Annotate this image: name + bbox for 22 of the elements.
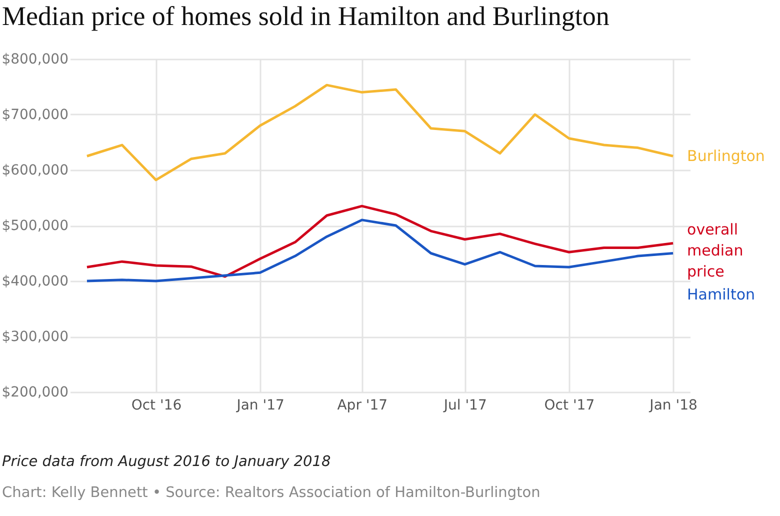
line-series [86,218,674,282]
text: Price data from August 2016 to January 2018 [2,454,331,470]
x-tick-label: Apr '17 [337,398,388,414]
x-tick-label: Jan '18 [648,398,698,414]
x-tick-label: Jan '17 [236,398,284,414]
chart-title: Median price of homes sold in Hamilton and Burlington [2,1,610,32]
y-tick-label: $700,000 [2,107,68,123]
x-tick-label: Jul '17 [442,398,487,414]
x-tick-label: Oct '16 [131,398,182,414]
y-tick-label: $300,000 [2,329,68,345]
y-tick-label: $500,000 [2,218,68,234]
y-tick-label: $400,000 [2,274,68,290]
text: Hamilton [687,285,756,304]
y-tick-label: $200,000 [2,384,68,400]
line-series [86,84,674,182]
x-tick-label: Oct '17 [544,398,595,414]
text: Chart: Kelly Bennett • Source: Realtors Association of Hamilton-Burlington [2,485,540,501]
series-label: Burlington [687,147,765,166]
y-tick-label: $800,000 [2,52,68,68]
series-label: overall median price [687,220,744,280]
line-series [86,204,674,278]
y-tick-label: $600,000 [2,162,68,178]
